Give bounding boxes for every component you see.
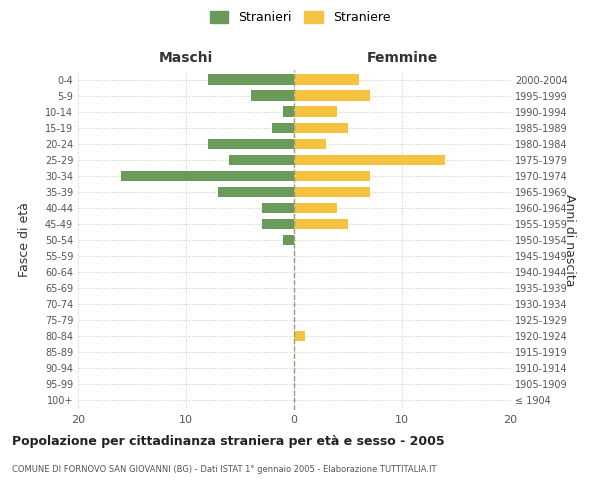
Text: Maschi: Maschi xyxy=(159,51,213,65)
Text: Femmine: Femmine xyxy=(367,51,437,65)
Text: Fasce di età: Fasce di età xyxy=(17,202,31,278)
Bar xyxy=(294,90,370,101)
Bar xyxy=(294,186,370,197)
Bar xyxy=(121,170,294,181)
Bar xyxy=(294,106,337,117)
Legend: Stranieri, Straniere: Stranieri, Straniere xyxy=(209,11,391,24)
Bar xyxy=(294,331,305,342)
Bar xyxy=(294,138,326,149)
Bar xyxy=(272,122,294,133)
Bar xyxy=(208,74,294,85)
Bar xyxy=(229,154,294,165)
Bar xyxy=(208,138,294,149)
Bar xyxy=(262,202,294,213)
Text: Anni di nascita: Anni di nascita xyxy=(563,194,577,286)
Bar xyxy=(294,202,337,213)
Bar xyxy=(251,90,294,101)
Bar xyxy=(283,235,294,245)
Text: Popolazione per cittadinanza straniera per età e sesso - 2005: Popolazione per cittadinanza straniera p… xyxy=(12,435,445,448)
Bar xyxy=(294,122,348,133)
Bar xyxy=(294,218,348,229)
Bar xyxy=(294,74,359,85)
Text: COMUNE DI FORNOVO SAN GIOVANNI (BG) - Dati ISTAT 1° gennaio 2005 - Elaborazione : COMUNE DI FORNOVO SAN GIOVANNI (BG) - Da… xyxy=(12,465,437,474)
Bar xyxy=(294,170,370,181)
Bar xyxy=(294,154,445,165)
Bar xyxy=(262,218,294,229)
Bar xyxy=(218,186,294,197)
Bar xyxy=(283,106,294,117)
